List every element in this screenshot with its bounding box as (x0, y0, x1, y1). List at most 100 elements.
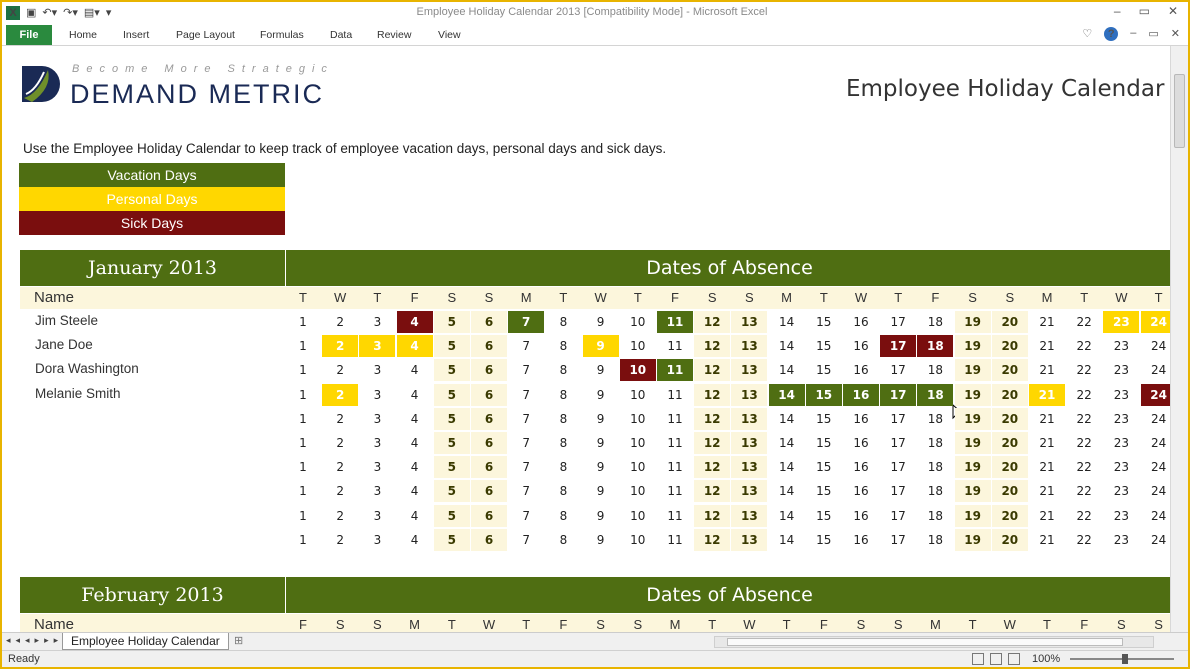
day-cell[interactable]: 20 (991, 504, 1028, 527)
day-cell[interactable]: 8 (559, 484, 568, 499)
day-cell[interactable]: 14 (768, 383, 805, 406)
save-icon[interactable]: ▣ (26, 7, 37, 19)
day-cell[interactable]: 2 (322, 383, 359, 406)
day-cell[interactable]: 23 (1113, 460, 1130, 475)
day-cell[interactable]: 23 (1113, 508, 1130, 523)
day-cell[interactable]: 24 (1150, 411, 1167, 426)
day-cell[interactable]: 8 (559, 508, 568, 523)
day-cell[interactable]: 3 (373, 460, 382, 475)
day-cell[interactable]: 15 (816, 411, 832, 426)
day-cell[interactable]: 15 (816, 436, 832, 450)
workbook-minimize-button[interactable]: – (1130, 27, 1137, 39)
day-cell[interactable]: 3 (373, 387, 382, 402)
day-cell[interactable]: 18 (927, 532, 944, 547)
day-cell[interactable]: 5 (433, 528, 470, 551)
legend-sick[interactable]: Sick Days (19, 211, 285, 235)
day-cell[interactable]: 22 (1076, 484, 1092, 499)
day-cell[interactable]: 4 (410, 363, 419, 378)
day-cell[interactable]: 9 (596, 387, 605, 402)
day-cell[interactable]: 2 (336, 436, 344, 450)
day-cell[interactable]: 13 (731, 335, 768, 358)
day-cell[interactable]: 17 (890, 315, 906, 329)
day-cell[interactable]: 18 (927, 508, 944, 523)
legend-personal[interactable]: Personal Days (19, 187, 285, 211)
tab-file[interactable]: File (6, 25, 52, 45)
day-cell[interactable]: 17 (880, 383, 917, 406)
day-cell[interactable]: 5 (433, 432, 470, 454)
day-cell[interactable]: 4 (410, 532, 419, 547)
tab-home[interactable]: Home (69, 29, 98, 41)
day-cell[interactable]: 12 (694, 359, 731, 382)
employee-name[interactable]: Jane Doe (35, 337, 93, 353)
tab-formulas[interactable]: Formulas (260, 29, 304, 41)
day-cell[interactable]: 12 (694, 480, 731, 503)
day-cell[interactable]: 3 (373, 363, 382, 378)
day-cell[interactable]: 21 (1039, 460, 1055, 475)
day-cell[interactable]: 15 (816, 532, 832, 547)
help-icon[interactable]: ? (1104, 27, 1119, 41)
day-cell[interactable]: 21 (1039, 339, 1055, 354)
day-cell[interactable]: 24 (1150, 436, 1167, 450)
day-cell[interactable]: 2 (336, 315, 344, 329)
day-cell[interactable]: 13 (731, 383, 768, 406)
day-cell[interactable]: 7 (522, 363, 530, 378)
tab-view[interactable]: View (438, 29, 461, 41)
day-cell[interactable]: 15 (816, 508, 832, 523)
day-cell[interactable]: 13 (731, 528, 768, 551)
day-cell[interactable]: 12 (694, 335, 731, 358)
day-cell[interactable]: 16 (853, 484, 869, 499)
day-cell[interactable]: 5 (433, 335, 470, 358)
day-cell[interactable]: 24 (1140, 383, 1170, 406)
day-cell[interactable]: 6 (471, 504, 507, 527)
day-cell[interactable]: 18 (917, 335, 954, 358)
day-cell[interactable]: 6 (471, 407, 507, 430)
day-cell[interactable]: 23 (1113, 532, 1130, 547)
day-cell[interactable]: 19 (954, 383, 991, 406)
undo-icon[interactable]: ↶▾ (42, 7, 58, 19)
day-cell[interactable]: 19 (954, 335, 991, 358)
day-cell[interactable]: 15 (816, 315, 832, 329)
day-cell[interactable]: 22 (1076, 315, 1092, 329)
day-cell[interactable]: 2 (336, 508, 344, 523)
day-cell[interactable]: 18 (927, 460, 944, 475)
day-cell[interactable]: 22 (1076, 436, 1092, 450)
day-cell[interactable]: 8 (559, 315, 568, 329)
day-cell[interactable]: 12 (694, 528, 731, 551)
day-cell[interactable]: 22 (1076, 508, 1092, 523)
day-cell[interactable]: 4 (396, 311, 433, 333)
day-cell[interactable]: 20 (991, 383, 1028, 406)
normal-view-icon[interactable] (972, 653, 984, 665)
day-cell[interactable]: 17 (890, 436, 906, 450)
day-cell[interactable]: 16 (853, 315, 869, 329)
day-cell[interactable]: 6 (471, 359, 507, 382)
day-cell[interactable]: 24 (1150, 339, 1167, 354)
day-cell[interactable]: 20 (991, 480, 1028, 503)
day-cell[interactable]: 6 (471, 383, 507, 406)
day-cell[interactable]: 14 (778, 363, 795, 378)
day-cell[interactable]: 7 (522, 460, 530, 475)
day-cell[interactable]: 7 (522, 484, 530, 499)
day-cell[interactable]: 14 (778, 532, 795, 547)
day-cell[interactable]: 13 (731, 456, 768, 479)
day-cell[interactable]: 17 (890, 532, 906, 547)
day-cell[interactable]: 7 (522, 411, 530, 426)
day-cell[interactable]: 12 (694, 504, 731, 527)
day-cell[interactable]: 19 (954, 407, 991, 430)
day-cell[interactable]: 7 (522, 436, 530, 450)
horizontal-scroll-thumb[interactable] (727, 638, 1123, 646)
day-cell[interactable]: 5 (433, 407, 470, 430)
day-cell[interactable]: 5 (433, 311, 470, 333)
day-cell[interactable]: 14 (778, 315, 795, 329)
day-cell[interactable]: 1 (299, 363, 307, 378)
day-cell[interactable]: 16 (853, 436, 869, 450)
legend-vacation[interactable]: Vacation Days (19, 163, 285, 187)
employee-name[interactable]: Melanie Smith (35, 385, 121, 401)
day-cell[interactable]: 11 (657, 359, 693, 382)
day-cell[interactable]: 10 (630, 436, 646, 450)
day-cell[interactable]: 24 (1150, 484, 1167, 499)
day-cell[interactable]: 13 (731, 432, 768, 454)
sheet-nav-arrows-icon[interactable]: ◂◂◂▸▸▸ (6, 635, 64, 645)
day-cell[interactable]: 2 (336, 460, 344, 475)
day-cell[interactable]: 16 (853, 508, 869, 523)
day-cell[interactable]: 19 (954, 480, 991, 503)
